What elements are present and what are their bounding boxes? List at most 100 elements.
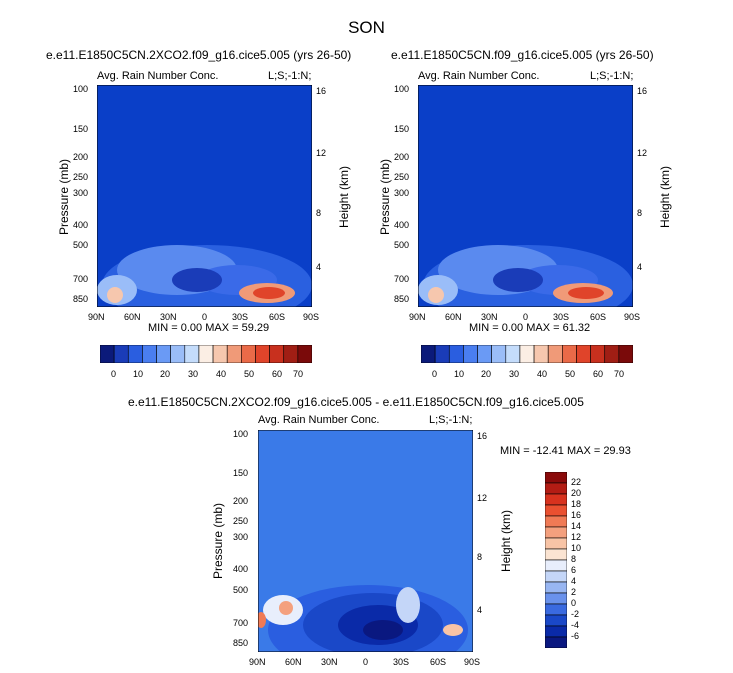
panel-1-min-label: MIN = [148,322,178,334]
panel-2-subtitle-right: L;S;-1:N; [590,70,634,82]
panel-2-field-hot [568,287,604,299]
panel-2-xtick-90s: 90S [624,312,641,322]
panel-2-colorbar-swatch-8 [533,345,549,363]
panel-3-y2tick-16: 16 [477,431,488,441]
panel-1-title: e.e11.E1850C5CN.2XCO2.f09_g16.cice5.005 … [46,48,352,62]
panel-3-minmax: MIN = -12.41 MAX = 29.93 [500,445,631,457]
panel-3-field-deep [363,620,403,640]
panel-1-colorbar-swatch-0 [100,345,115,363]
panel-1-max-label: MAX = [205,322,239,334]
panel-1-ytick-100: 100 [73,84,89,94]
panel-2-colorbar-swatch-11 [576,345,591,363]
panel-1-xtick-60s: 60S [269,312,286,322]
panel-3-cbar-label-2: 2 [571,587,577,597]
panel-2-colorbar-swatch-0 [421,345,436,363]
panel-3-colorbar-swatch-12 [545,603,567,616]
panel-1-cbar-label-10: 10 [133,369,144,379]
panel-3-ylabel-right: Height (km) [499,510,513,573]
panel-2-colorbar-swatch-1 [434,345,450,363]
panel-3-y2tick-12: 12 [477,493,488,503]
panel-2-cbar-label-50: 50 [565,369,576,379]
panel-2-colorbar [421,345,633,363]
panel-2-ytick-500: 500 [394,240,410,250]
panel-1-ylabel-right: Height (km) [337,166,351,229]
panel-2-y2tick-8: 8 [637,208,643,218]
panel-3-cbar-label-0: 0 [571,598,577,608]
panel-1-ylabel: Pressure (mb) [57,159,71,236]
panel-2-min-value: 0.00 [501,322,524,334]
panel-1-colorbar-swatch-7 [198,345,214,363]
panel-3-colorbar-swatch-1 [545,482,567,495]
panel-1-ytick-850: 850 [73,294,89,304]
panel-2-y2tick-16: 16 [637,86,648,96]
panel-3-cbar-label-14: 14 [571,521,582,531]
panel-2-ytick-100: 100 [394,84,410,94]
panel-2-ytick-300: 300 [394,188,410,198]
panel-2-field-core [493,268,543,292]
panel-2-y2tick-12: 12 [637,148,648,158]
figure-title: SON [348,18,385,37]
panel-2-cbar-label-0: 0 [432,369,438,379]
panel-1-colorbar-swatch-6 [184,345,200,363]
panel-2-colorbar-swatch-2 [448,345,464,363]
panel-1-colorbar-swatch-3 [142,345,157,363]
panel-1-colorbar-swatch-12 [269,345,285,363]
panel-3-field-light [396,587,420,623]
panel-2-colorbar-swatch-9 [547,345,563,363]
panel-2-colorbar-swatch-4 [477,345,492,363]
panel-2-colorbar-swatch-10 [562,345,577,363]
panel-2-xtick-30s: 30S [553,312,570,322]
panel-3-ylabel: Pressure (mb) [211,503,225,580]
panel-2-cbar-label-40: 40 [537,369,548,379]
panel-2-colorbar-swatch-7 [519,345,535,363]
panel-1-ytick-150: 150 [73,124,89,134]
panel-3-colorbar [545,472,567,648]
panel-3-colorbar-swatch-13 [545,614,567,627]
panel-3-xtick-60s: 60S [430,657,447,667]
panel-1-colorbar-swatch-8 [212,345,228,363]
panel-2-colorbar-swatch-6 [505,345,521,363]
panel-1-ytick-300: 300 [73,188,89,198]
panel-2-colorbar-swatch-5 [491,345,507,363]
panel-3-ytick-200: 200 [233,496,249,506]
panel-1-cbar-label-0: 0 [111,369,117,379]
panel-1-min-value: 0.00 [180,322,203,334]
panel-1-colorbar-swatch-2 [127,345,143,363]
panel-3-cbar-label-12: 12 [571,532,582,542]
panel-3-colorbar-swatch-0 [545,472,567,484]
panel-1-minmax: MIN = 0.00 MAX = 59.29 [148,322,269,334]
panel-2-ytick-700: 700 [394,274,410,284]
panel-2-xtick-30n: 30N [481,312,498,322]
panel-2-cbar-label-20: 20 [481,369,492,379]
panel-3-title: e.e11.E1850C5CN.2XCO2.f09_g16.cice5.005 … [128,395,584,409]
panel-2-ytick-400: 400 [394,220,410,230]
panel-2-y2tick-4: 4 [637,262,643,272]
panel-1-colorbar-swatch-9 [226,345,242,363]
panel-1-colorbar-swatch-13 [283,345,299,363]
panel-1-cbar-label-20: 20 [160,369,171,379]
panel-1-y2tick-12: 12 [316,148,327,158]
panel-2-ytick-200: 200 [394,152,410,162]
panel-1-xtick-30s: 30S [232,312,249,322]
panel-2-xtick-90n: 90N [409,312,426,322]
panel-2-xtick-60n: 60N [445,312,462,322]
panel-1-xtick-0: 0 [202,312,208,322]
panel-1-xtick-60n: 60N [124,312,141,322]
panel-3-colorbar-swatch-9 [545,570,567,583]
panel-3-colorbar-swatch-15 [545,636,567,648]
panel-3-colorbar-swatch-10 [545,581,567,594]
panel-1-cbar-label-30: 30 [188,369,199,379]
panel-2-xtick-60s: 60S [590,312,607,322]
panel-3-ytick-400: 400 [233,564,249,574]
panel-2-ytick-250: 250 [394,172,410,182]
panel-2-colorbar-swatch-13 [604,345,620,363]
panel-1-field-hot [253,287,285,299]
panel-1-ytick-200: 200 [73,152,89,162]
panel-3-cbar-label-6: 6 [571,565,577,575]
panel-2-max-label: MAX = [526,322,560,334]
panel-2-cbar-label-10: 10 [454,369,465,379]
panel-3-cbar-label-20: 20 [571,488,582,498]
panel-1-colorbar-swatch-1 [113,345,129,363]
panel-2-cbar-label-60: 60 [593,369,604,379]
panel-3-ytick-250: 250 [233,516,249,526]
